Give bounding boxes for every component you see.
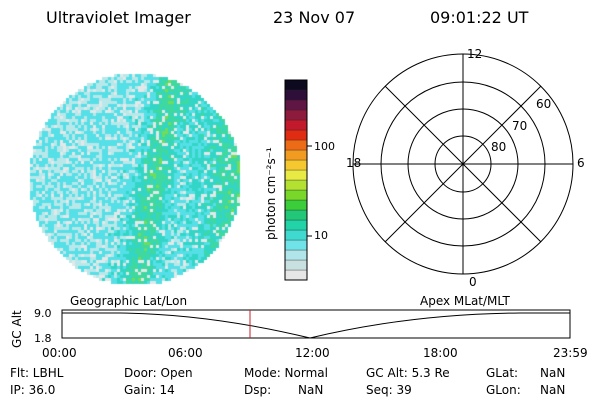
polar-plot (352, 53, 574, 275)
timeline-y-label: GC Alt (10, 310, 24, 348)
colorbar-label-100: 100 (314, 140, 335, 153)
colorbar-cell (284, 219, 308, 231)
colorbar-cell (284, 179, 308, 191)
colorbar-cell (284, 149, 308, 161)
timeline-altitude-curve (62, 312, 570, 339)
time-label: 09:01:22 UT (430, 8, 529, 27)
colorbar-cell (284, 109, 308, 121)
colorbar-cell (284, 79, 308, 91)
timeline-x-tick-3: 18:00 (423, 346, 458, 360)
colorbar-cell (284, 89, 308, 101)
colorbar (284, 79, 312, 281)
colorbar-cell (284, 169, 308, 181)
info-mode: Mode: Normal (244, 366, 328, 380)
timeline-left-label: Geographic Lat/Lon (70, 294, 188, 308)
polar-label-lat80: 80 (491, 140, 507, 154)
info-glon-value: NaN (540, 383, 566, 397)
timeline-x-tick-1: 06:00 (168, 346, 203, 360)
colorbar-cell (284, 189, 308, 201)
timeline-y-tick-top: 9.0 (34, 307, 52, 320)
polar-label-lat70: 70 (512, 119, 528, 133)
auroral-image (24, 68, 244, 288)
info-gain: Gain: 14 (124, 383, 175, 397)
timeline-x-tick-0: 00:00 (42, 346, 77, 360)
polar-label-lat60: 60 (536, 97, 552, 111)
info-glat: GLat: (486, 366, 519, 380)
colorbar-unit-label: photon cm⁻²s⁻¹ (264, 147, 278, 240)
polar-label-6: 6 (577, 156, 585, 170)
timeline-x-tick-4: 23:59 (553, 346, 588, 360)
colorbar-cell (284, 209, 308, 221)
app-title: Ultraviolet Imager (46, 8, 191, 27)
colorbar-frame (284, 79, 308, 281)
info-door: Door: Open (124, 366, 193, 380)
info-seq: Seq: 39 (366, 383, 412, 397)
timeline-y-tick-bottom: 1.8 (34, 332, 52, 345)
info-dsp-value: NaN (298, 383, 324, 397)
colorbar-cell (284, 129, 308, 141)
polar-label-0: 0 (469, 275, 477, 289)
info-ip: IP: 36.0 (10, 383, 56, 397)
info-glon: GLon: (486, 383, 521, 397)
colorbar-cell (284, 269, 308, 281)
date-label: 23 Nov 07 (273, 8, 356, 27)
colorbar-cell (284, 259, 308, 271)
colorbar-cell (284, 99, 308, 111)
info-glat-value: NaN (540, 366, 566, 380)
timeline-frame (61, 309, 571, 339)
polar-axis-diag2 (384, 85, 542, 243)
polar-label-18: 18 (346, 156, 362, 170)
info-dsp: Dsp: (244, 383, 272, 397)
polar-label-12: 12 (467, 47, 483, 61)
timeline-right-label: Apex MLat/MLT (420, 294, 510, 308)
colorbar-cell (284, 119, 308, 131)
colorbar-cell (284, 139, 308, 151)
colorbar-cell (284, 239, 308, 251)
colorbar-cells (284, 79, 308, 281)
colorbar-cell (284, 159, 308, 171)
colorbar-cell (284, 249, 308, 261)
info-flt: Flt: LBHL (10, 366, 64, 380)
colorbar-label-10: 10 (314, 229, 328, 242)
colorbar-cell (284, 229, 308, 241)
info-gc-alt: GC Alt: 5.3 Re (366, 366, 450, 380)
timeline-x-tick-2: 12:00 (295, 346, 330, 360)
colorbar-cell (284, 199, 308, 211)
timeline-plot (61, 309, 571, 339)
